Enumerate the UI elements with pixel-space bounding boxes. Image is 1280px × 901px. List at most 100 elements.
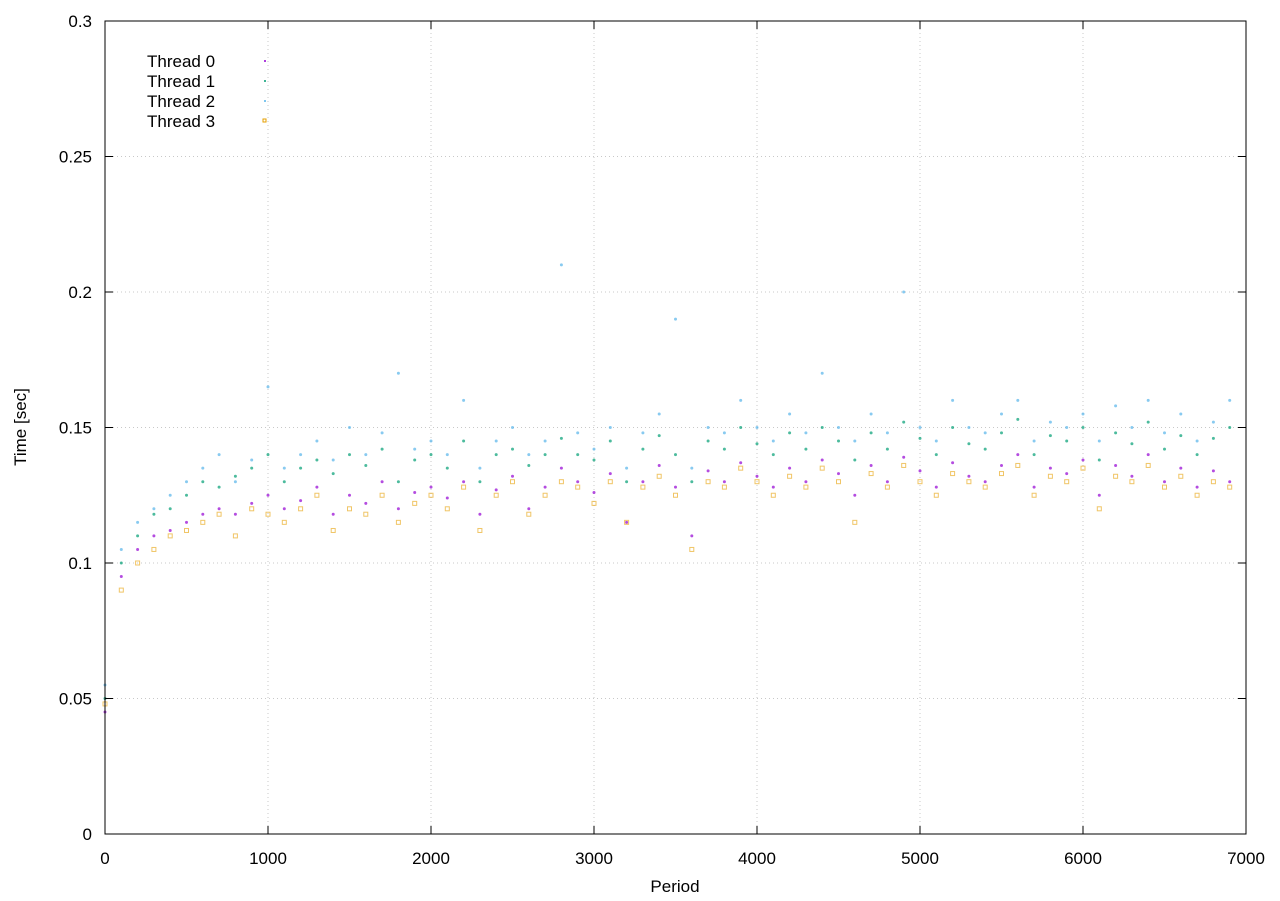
data-point xyxy=(265,511,271,517)
x-tick-label: 4000 xyxy=(738,849,776,868)
data-point xyxy=(1064,479,1070,485)
data-point xyxy=(885,431,889,435)
data-point xyxy=(690,534,694,538)
data-point xyxy=(706,426,710,429)
data-point xyxy=(690,480,694,484)
data-point xyxy=(1081,426,1085,429)
data-point xyxy=(493,492,499,498)
data-point xyxy=(884,484,890,490)
data-point xyxy=(674,317,677,321)
data-point xyxy=(804,480,808,484)
data-point xyxy=(494,488,498,492)
data-point xyxy=(853,493,857,497)
data-point xyxy=(494,453,498,457)
data-point xyxy=(705,479,711,485)
data-point xyxy=(201,466,205,470)
data-point xyxy=(624,519,630,525)
data-point xyxy=(576,431,580,435)
data-point xyxy=(315,485,319,489)
data-point xyxy=(1163,431,1166,435)
data-point xyxy=(902,420,906,424)
data-point xyxy=(282,466,286,470)
data-point xyxy=(641,431,645,435)
data-point xyxy=(1016,398,1020,402)
data-point xyxy=(413,447,417,451)
data-point xyxy=(575,484,581,490)
data-point xyxy=(445,453,449,457)
data-point xyxy=(168,493,172,497)
data-point xyxy=(1081,412,1085,416)
data-point xyxy=(136,534,140,538)
legend-marker xyxy=(264,60,266,62)
data-point xyxy=(380,480,384,484)
data-point xyxy=(592,491,596,495)
data-point xyxy=(576,453,580,457)
data-point xyxy=(1016,453,1020,457)
data-point xyxy=(656,473,662,479)
data-point xyxy=(331,458,335,462)
data-point xyxy=(315,439,319,443)
data-point xyxy=(918,436,922,440)
data-point xyxy=(118,587,124,593)
data-point xyxy=(364,463,368,467)
data-point xyxy=(527,463,531,467)
data-point xyxy=(592,458,596,462)
x-tick-label: 6000 xyxy=(1064,849,1102,868)
data-point xyxy=(511,447,514,451)
data-point xyxy=(820,426,824,429)
data-point xyxy=(1211,436,1215,440)
data-point xyxy=(314,492,320,498)
data-point xyxy=(527,507,531,511)
data-point xyxy=(461,484,467,490)
data-point xyxy=(1016,417,1020,421)
data-point xyxy=(1065,426,1069,429)
data-point xyxy=(1080,465,1086,471)
data-point xyxy=(933,492,939,498)
data-point xyxy=(983,431,987,435)
data-point xyxy=(559,263,563,267)
data-point xyxy=(739,398,743,402)
data-point xyxy=(706,469,710,473)
data-point xyxy=(853,439,857,443)
data-point xyxy=(168,507,172,511)
data-point xyxy=(918,469,922,473)
data-point xyxy=(185,493,188,497)
data-point xyxy=(1114,431,1118,435)
data-point xyxy=(1130,442,1134,446)
data-point xyxy=(315,458,319,462)
data-point xyxy=(152,507,156,511)
data-point xyxy=(395,519,401,525)
data-point xyxy=(396,371,400,375)
data-point xyxy=(771,453,775,457)
data-point xyxy=(510,479,515,485)
data-point xyxy=(706,439,710,443)
data-point xyxy=(1130,426,1134,429)
legend-label: Thread 2 xyxy=(147,92,215,111)
data-point xyxy=(429,485,433,489)
y-axis-label: Time [sec] xyxy=(11,388,30,466)
x-tick-label: 2000 xyxy=(412,849,450,868)
x-tick-label: 0 xyxy=(100,849,109,868)
data-point xyxy=(983,480,987,484)
data-point xyxy=(739,461,743,465)
data-point xyxy=(249,506,255,512)
data-point xyxy=(364,501,368,505)
data-point xyxy=(591,500,597,506)
data-point xyxy=(331,472,335,476)
data-point xyxy=(364,453,368,457)
data-point xyxy=(674,485,677,489)
data-point xyxy=(282,507,286,511)
legend-label: Thread 0 xyxy=(147,52,215,71)
data-point xyxy=(1114,463,1118,467)
data-point xyxy=(738,465,744,471)
data-point xyxy=(527,453,531,457)
data-point xyxy=(1130,474,1134,478)
data-point xyxy=(1146,398,1150,402)
data-point xyxy=(428,492,434,498)
data-point xyxy=(1178,473,1184,479)
data-point xyxy=(200,519,206,525)
data-point xyxy=(608,472,612,476)
data-point xyxy=(1032,453,1036,457)
legend-marker xyxy=(262,118,267,123)
data-point xyxy=(217,453,221,457)
